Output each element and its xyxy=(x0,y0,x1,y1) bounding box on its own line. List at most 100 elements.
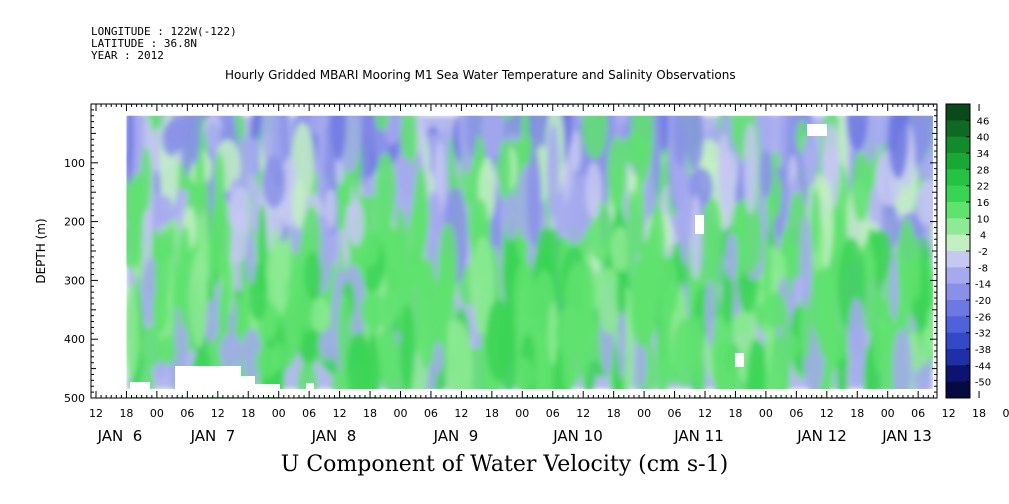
field-cell xyxy=(763,237,772,309)
y-tick-label: 100 xyxy=(64,157,85,170)
field-cell xyxy=(304,251,322,301)
x-day-label: JAN 8 xyxy=(311,427,357,445)
field-cell xyxy=(504,191,518,241)
field-cell xyxy=(712,341,739,398)
field-cell xyxy=(471,236,494,336)
longitude-label: LONGITUDE : 122W(-122) xyxy=(91,25,237,38)
colorbar-cell xyxy=(946,283,970,301)
gap-rect xyxy=(735,353,744,367)
field-cell xyxy=(871,287,887,375)
field-cell xyxy=(123,282,140,380)
field-cell xyxy=(255,347,279,378)
field-cell xyxy=(847,297,866,388)
colorbar-label: 16 xyxy=(977,198,990,209)
field-cell xyxy=(548,302,558,366)
field-cell xyxy=(799,214,812,310)
field-cell xyxy=(688,167,714,207)
field-cell xyxy=(309,297,331,333)
field-cell xyxy=(228,186,251,234)
field-cell xyxy=(686,106,704,170)
y-tick-label: 200 xyxy=(64,216,85,229)
field-cell xyxy=(414,257,436,298)
x-tick-label: 18 xyxy=(241,407,255,420)
field-cell xyxy=(292,292,303,352)
field-cell xyxy=(672,318,698,388)
colorbar-cell xyxy=(946,234,970,252)
gap-rect xyxy=(695,215,704,234)
colorbar-label: 34 xyxy=(977,149,990,160)
colorbar-cell xyxy=(946,185,970,203)
field-cell xyxy=(759,149,774,198)
colorbar-cell xyxy=(946,300,970,317)
field-cell xyxy=(213,151,226,234)
colorbar-cell xyxy=(946,169,970,187)
field-cell xyxy=(498,138,512,202)
field-cell xyxy=(610,226,630,275)
colorbar-label: -50 xyxy=(975,378,991,389)
x-axis-label: U Component of Water Velocity (cm s-1) xyxy=(280,452,729,477)
field-cell xyxy=(359,292,388,329)
field-cell xyxy=(704,279,716,347)
field-cell xyxy=(431,290,456,325)
field-cell xyxy=(646,224,658,277)
x-tick-label: 18 xyxy=(607,407,621,420)
field-cell xyxy=(761,292,788,329)
gap-rect xyxy=(807,124,827,136)
field-cell xyxy=(809,187,821,254)
x-tick-label: 06 xyxy=(302,407,316,420)
gap-rect xyxy=(92,389,936,397)
x-tick-label: 12 xyxy=(454,407,468,420)
x-tick-label: 00 xyxy=(759,407,773,420)
x-day-label: JAN 9 xyxy=(433,427,479,445)
x-day-label: JAN 10 xyxy=(552,427,603,445)
field-cell xyxy=(690,194,702,281)
field-cell xyxy=(374,152,397,226)
field-cell xyxy=(124,104,134,185)
field-cell xyxy=(445,320,473,398)
field-cell xyxy=(652,104,662,198)
field-cell xyxy=(616,271,626,316)
colorbar-cell xyxy=(946,332,970,350)
field-cell xyxy=(514,259,536,331)
colorbar-cell xyxy=(946,365,970,383)
field-cell xyxy=(892,328,913,398)
field-cell xyxy=(606,136,627,211)
field-cell xyxy=(634,169,645,257)
field-cell xyxy=(846,104,868,151)
field-cell xyxy=(269,228,283,315)
field-cell xyxy=(335,182,347,232)
y-tick-label: 300 xyxy=(64,274,85,287)
x-day-label: JAN 11 xyxy=(673,427,724,445)
field-cell xyxy=(140,146,152,212)
field-cell xyxy=(546,123,560,219)
field-cell xyxy=(263,303,280,337)
field-cell xyxy=(202,299,223,344)
field-cell xyxy=(481,104,505,158)
y-tick-label: 500 xyxy=(64,392,85,405)
field-cell xyxy=(888,104,909,180)
colorbar-label: -20 xyxy=(975,296,991,307)
colorbar-label: 46 xyxy=(977,116,990,127)
colorbar-label: -38 xyxy=(975,345,991,356)
field-cell xyxy=(447,135,456,199)
x-tick-label: 00 xyxy=(1003,407,1009,420)
x-day-label: JAN 13 xyxy=(881,427,932,445)
field-cell xyxy=(400,304,415,392)
field-cell xyxy=(485,298,513,382)
field-cell xyxy=(240,298,250,328)
field-cell xyxy=(245,232,256,284)
field-cell xyxy=(799,288,812,360)
x-tick-label: 12 xyxy=(942,407,956,420)
colorbar-label: 10 xyxy=(977,214,990,225)
field-cell xyxy=(571,129,582,173)
field-cell xyxy=(413,165,429,261)
field-cell xyxy=(257,203,268,294)
field-cell xyxy=(245,136,255,176)
x-tick-label: 00 xyxy=(394,407,408,420)
field-cell xyxy=(659,104,670,154)
field-cell xyxy=(701,197,723,281)
field-cell xyxy=(725,232,738,281)
field-cell xyxy=(746,338,768,398)
